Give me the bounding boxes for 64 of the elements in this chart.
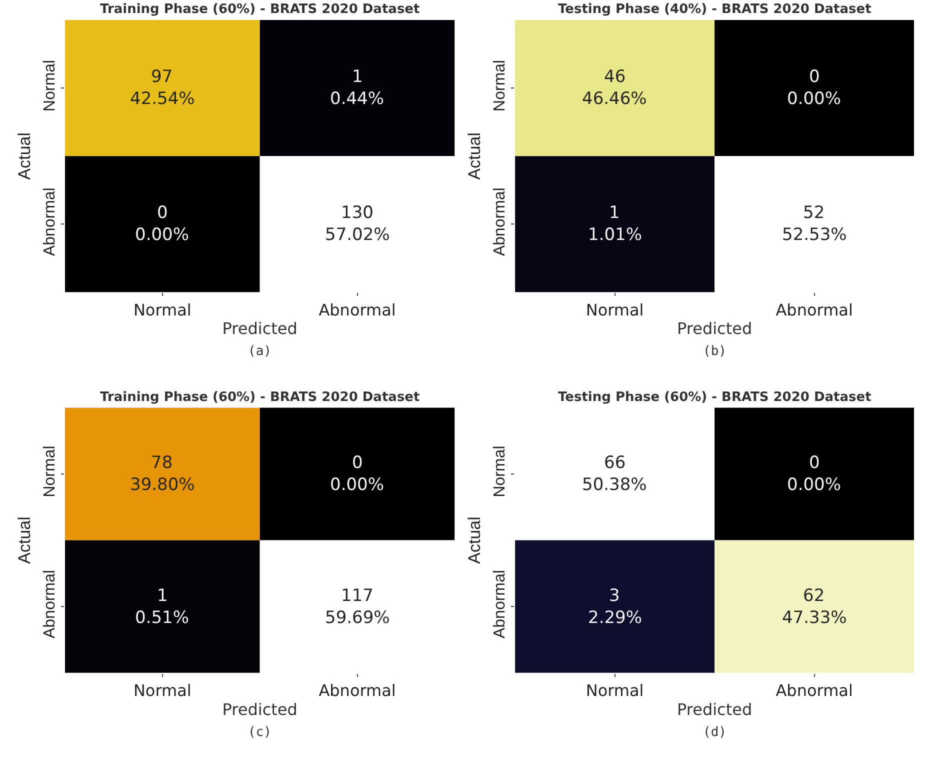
annotation: 1.01% xyxy=(588,225,642,245)
chart-title: Training Phase (60%) - BRATS 2020 Dataset xyxy=(100,390,420,405)
data-label: 97 xyxy=(151,67,173,87)
annotation: 57.02% xyxy=(325,225,390,245)
y-axis-title: Actual xyxy=(465,516,484,564)
y-tick-label: Abnormal xyxy=(492,570,509,638)
y-tick-label: Normal xyxy=(492,60,509,112)
x-axis-title: Predicted xyxy=(677,700,752,719)
annotation: 0.00% xyxy=(787,89,842,109)
annotation: 0.44% xyxy=(330,89,384,109)
annotation: 39.80% xyxy=(130,475,195,495)
x-axis-title: Predicted xyxy=(222,700,298,719)
data-label: 0 xyxy=(157,203,168,223)
x-axis-title: Predicted xyxy=(677,319,752,338)
y-tick-label: Normal xyxy=(42,446,59,498)
y-tick-label: Abnormal xyxy=(492,188,509,256)
annotation: 46.46% xyxy=(582,89,647,109)
y-axis-title: Actual xyxy=(15,132,34,180)
data-label: 46 xyxy=(604,67,626,87)
data-label: 52 xyxy=(803,203,825,223)
annotation: 52.53% xyxy=(782,225,847,245)
x-tick-label: Abnormal xyxy=(776,300,853,320)
data-label: 0 xyxy=(809,67,820,87)
data-label: 78 xyxy=(151,453,173,473)
x-tick-label: Normal xyxy=(586,681,644,700)
y-axis-title: Actual xyxy=(465,132,484,180)
data-label: 117 xyxy=(341,586,374,606)
annotation: 47.33% xyxy=(782,608,847,628)
data-label: 1 xyxy=(609,203,620,223)
text: (c) xyxy=(248,725,272,740)
y-tick-label: Normal xyxy=(42,60,59,112)
data-label: 1 xyxy=(352,67,363,87)
x-tick-label: Abnormal xyxy=(318,681,396,700)
data-label: 3 xyxy=(609,586,620,606)
annotation: 2.29% xyxy=(588,608,642,628)
text: (b) xyxy=(703,344,726,359)
data-label: 0 xyxy=(809,453,820,473)
x-tick-label: Normal xyxy=(586,300,644,320)
annotation: 0.51% xyxy=(135,608,190,628)
chart-title: Testing Phase (60%) - BRATS 2020 Dataset xyxy=(558,390,872,405)
data-label: 1 xyxy=(157,586,168,606)
annotation: 0.00% xyxy=(330,475,384,495)
x-axis-title: Predicted xyxy=(222,319,298,338)
annotation: 42.54% xyxy=(130,89,195,109)
chart-title: Training Phase (60%) - BRATS 2020 Dataset xyxy=(100,2,420,17)
text: (d) xyxy=(703,725,726,740)
data-label: 66 xyxy=(604,453,626,473)
annotation: 59.69% xyxy=(325,608,390,628)
y-tick-label: Normal xyxy=(492,446,509,498)
annotation: 50.38% xyxy=(582,475,647,495)
y-tick-label: Abnormal xyxy=(42,570,59,638)
annotation: 0.00% xyxy=(135,225,190,245)
annotation: 0.00% xyxy=(787,475,842,495)
data-label: 0 xyxy=(352,453,363,473)
data-label: 130 xyxy=(341,203,374,223)
chart-title: Testing Phase (40%) - BRATS 2020 Dataset xyxy=(558,2,872,17)
text: (a) xyxy=(248,344,272,359)
x-tick-label: Abnormal xyxy=(318,300,396,320)
x-tick-label: Normal xyxy=(133,300,192,320)
y-tick-label: Abnormal xyxy=(42,188,59,256)
data-label: 62 xyxy=(803,586,825,606)
y-axis-title: Actual xyxy=(15,516,34,564)
x-tick-label: Normal xyxy=(133,681,192,700)
x-tick-label: Abnormal xyxy=(776,681,853,700)
